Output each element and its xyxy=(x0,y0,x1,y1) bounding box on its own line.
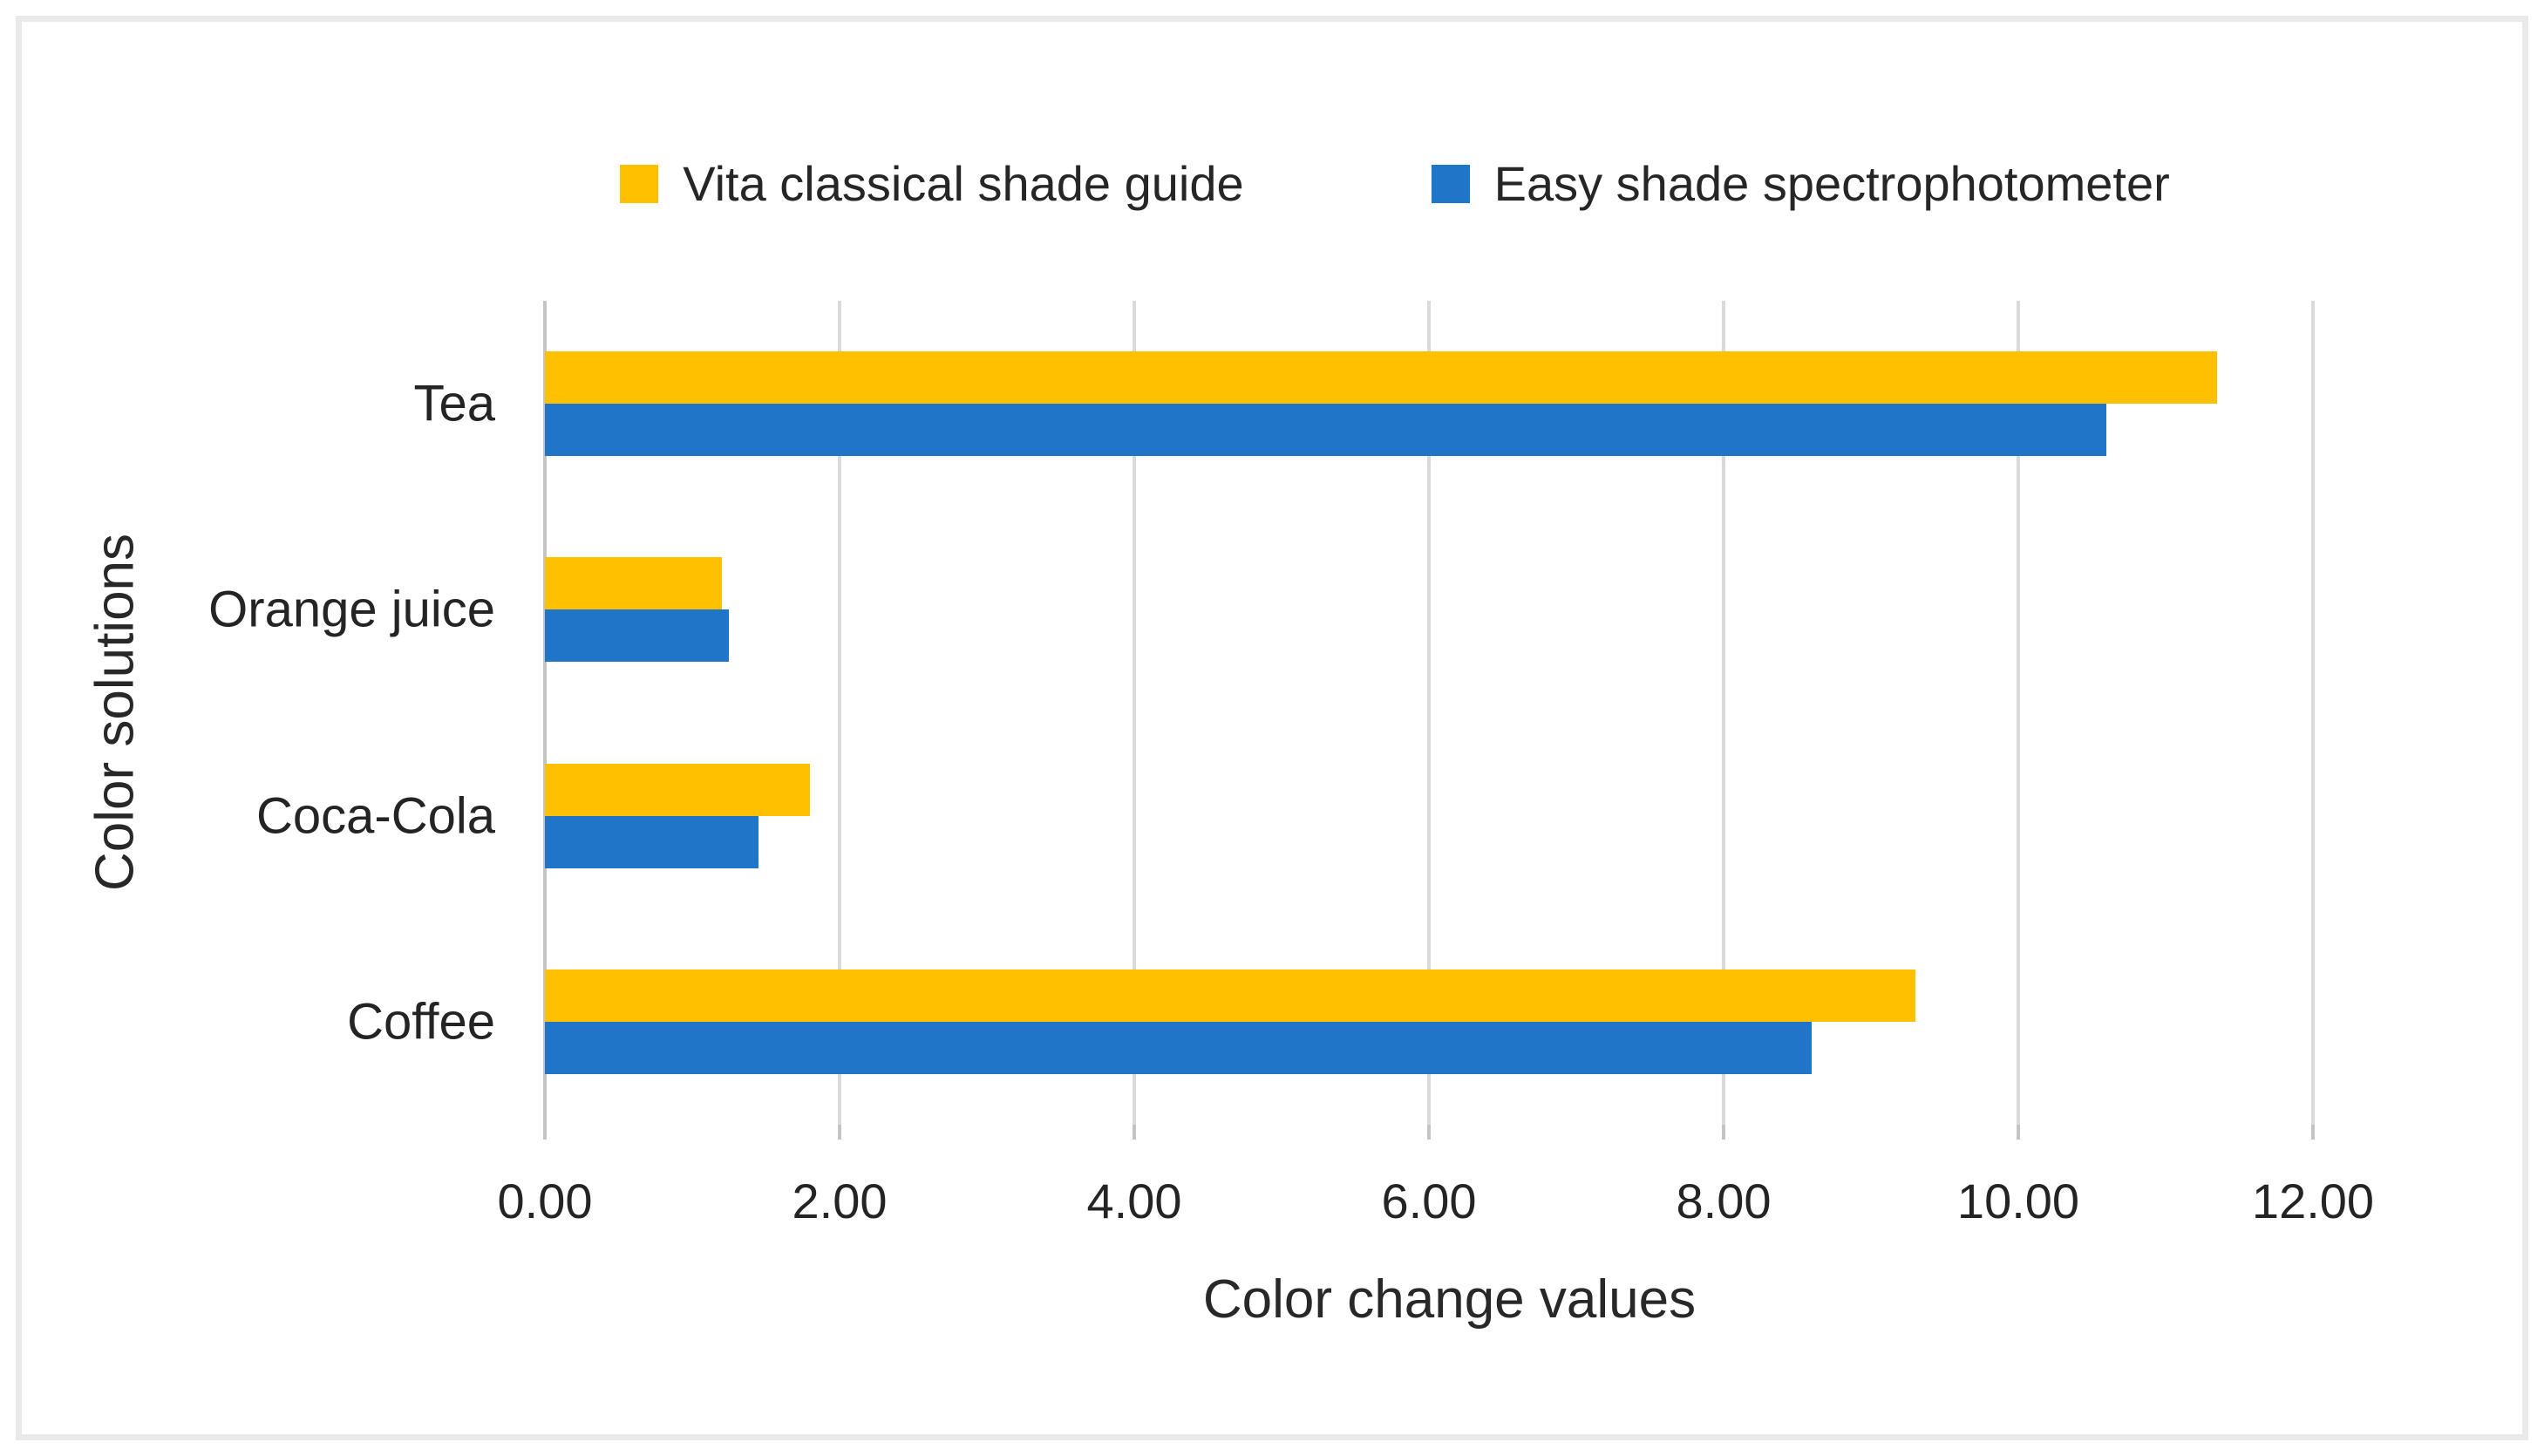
legend-label-easyshade: Easy shade spectrophotometer xyxy=(1493,156,2170,211)
x-tick-label-2: 2.00 xyxy=(792,1174,888,1228)
x-tick-mark-8 xyxy=(1722,1125,1725,1140)
gridline-10 xyxy=(2017,301,2020,1125)
legend-entry-easyshade: Easy shade spectrophotometer xyxy=(1431,155,2170,212)
x-tick-label-10: 10.00 xyxy=(1956,1174,2080,1228)
bar-tea-easy-shade-spectrophotometer xyxy=(545,404,2107,457)
gridline-6 xyxy=(1427,301,1431,1125)
x-tick-mark-2 xyxy=(838,1125,841,1140)
legend-swatch-easyshade xyxy=(1431,164,1470,203)
category-label-coffee: Coffee xyxy=(347,993,495,1051)
x-tick-mark-6 xyxy=(1427,1125,1431,1140)
x-tick-label-6: 6.00 xyxy=(1381,1174,1477,1228)
bar-coca-cola-vita-classical-shade-guide xyxy=(545,763,811,816)
bar-tea-vita-classical-shade-guide xyxy=(545,351,2218,405)
legend-entry-vita: Vita classical shade guide xyxy=(620,155,1244,212)
x-tick-label-4: 4.00 xyxy=(1086,1174,1182,1228)
x-tick-mark-0 xyxy=(543,1125,547,1140)
bar-coffee-easy-shade-spectrophotometer xyxy=(545,1021,1813,1074)
x-tick-label-0: 0.00 xyxy=(497,1174,593,1228)
gridline-12 xyxy=(2311,301,2315,1125)
bar-coffee-vita-classical-shade-guide xyxy=(545,969,1915,1022)
x-tick-mark-12 xyxy=(2311,1125,2315,1140)
category-label-tea: Tea xyxy=(413,375,495,432)
gridline-4 xyxy=(1133,301,1136,1125)
gridline-2 xyxy=(838,301,841,1125)
y-axis-line xyxy=(543,301,547,1125)
x-tick-mark-4 xyxy=(1133,1125,1136,1140)
legend-label-vita: Vita classical shade guide xyxy=(683,156,1244,211)
bar-orange-juice-vita-classical-shade-guide xyxy=(545,557,722,610)
bar-coca-cola-easy-shade-spectrophotometer xyxy=(545,815,759,868)
x-tick-label-8: 8.00 xyxy=(1676,1174,1772,1228)
category-label-coca-cola: Coca-Cola xyxy=(256,787,495,845)
category-label-orange-juice: Orange juice xyxy=(208,581,495,638)
chart-legend: Vita classical shade guide Easy shade sp… xyxy=(436,155,2354,212)
bar-orange-juice-easy-shade-spectrophotometer xyxy=(545,609,730,663)
gridline-8 xyxy=(1722,301,1725,1125)
x-tick-label-12: 12.00 xyxy=(2251,1174,2375,1228)
x-axis-title: Color change values xyxy=(1202,1269,1697,1330)
legend-swatch-vita xyxy=(620,164,659,203)
x-tick-mark-10 xyxy=(2017,1125,2020,1140)
plot-area: 0.00 2.00 4.00 6.00 8.00 10.00 12.00 xyxy=(498,301,2374,1228)
